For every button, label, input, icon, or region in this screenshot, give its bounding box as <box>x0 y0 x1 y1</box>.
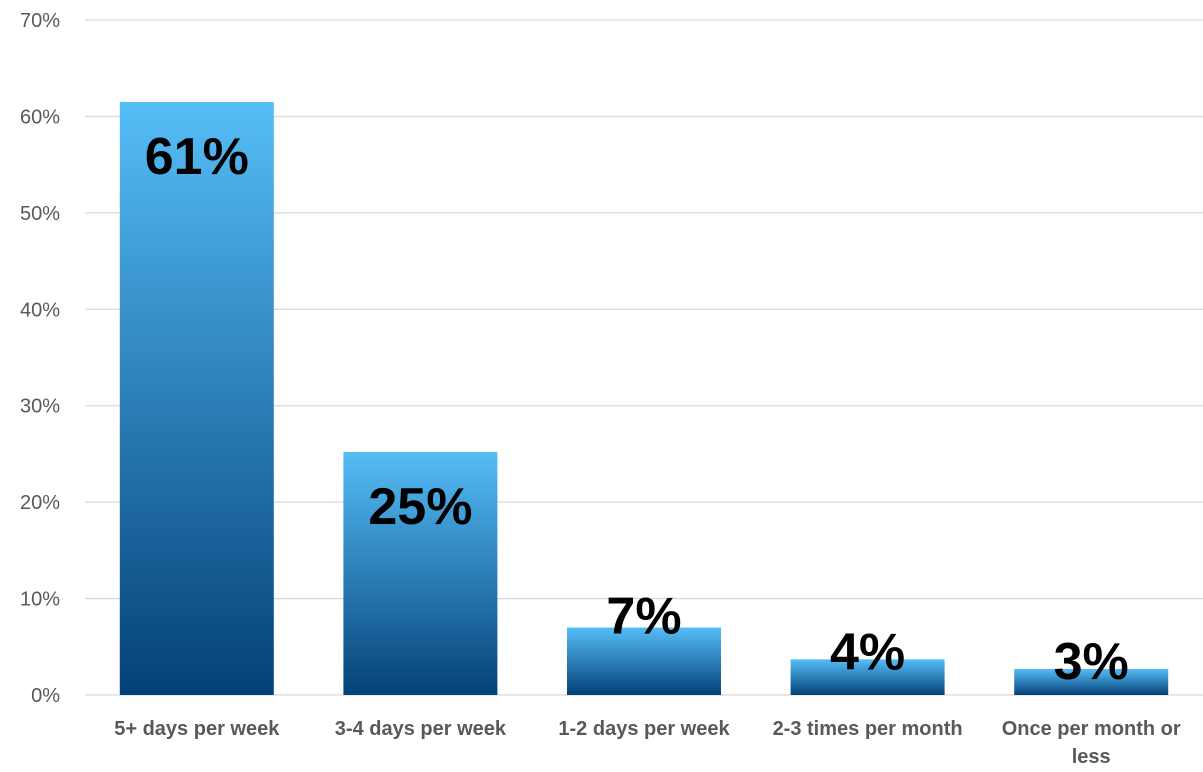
data-label: 3% <box>1054 633 1129 691</box>
y-tick-label: 10% <box>20 589 60 611</box>
bar <box>1014 668 1169 695</box>
x-axis-category-labels: 5+ days per week 3-4 days per week 1-2 day… <box>114 718 1181 768</box>
data-label: 61% <box>145 128 249 186</box>
bar <box>343 452 498 695</box>
y-tick-label: 20% <box>20 492 60 514</box>
x-category-label: 5+ days per week <box>114 718 280 740</box>
y-tick-label: 0% <box>31 685 60 707</box>
y-tick-label: 50% <box>20 203 60 225</box>
x-category-label: less <box>1072 746 1111 768</box>
data-labels: 61% 25% 7% 4% 3% <box>145 128 1129 691</box>
x-category-label: 2-3 times per month <box>773 718 963 740</box>
y-tick-label: 40% <box>20 299 60 321</box>
y-axis-tick-labels: 0% 10% 20% 30% 40% 50% 60% 70% <box>20 10 60 707</box>
x-category-label: 1-2 days per week <box>558 718 730 740</box>
bar <box>567 627 721 695</box>
data-label: 7% <box>606 588 681 646</box>
x-category-label: Once per month or <box>1002 718 1181 740</box>
y-tick-label: 70% <box>20 10 60 32</box>
y-tick-label: 60% <box>20 106 60 128</box>
data-label: 4% <box>830 623 905 681</box>
bar <box>790 659 945 695</box>
bars <box>119 101 1169 695</box>
bar <box>119 101 274 695</box>
y-tick-label: 30% <box>20 396 60 418</box>
data-label: 25% <box>368 478 472 536</box>
x-category-label: 3-4 days per week <box>335 718 507 740</box>
